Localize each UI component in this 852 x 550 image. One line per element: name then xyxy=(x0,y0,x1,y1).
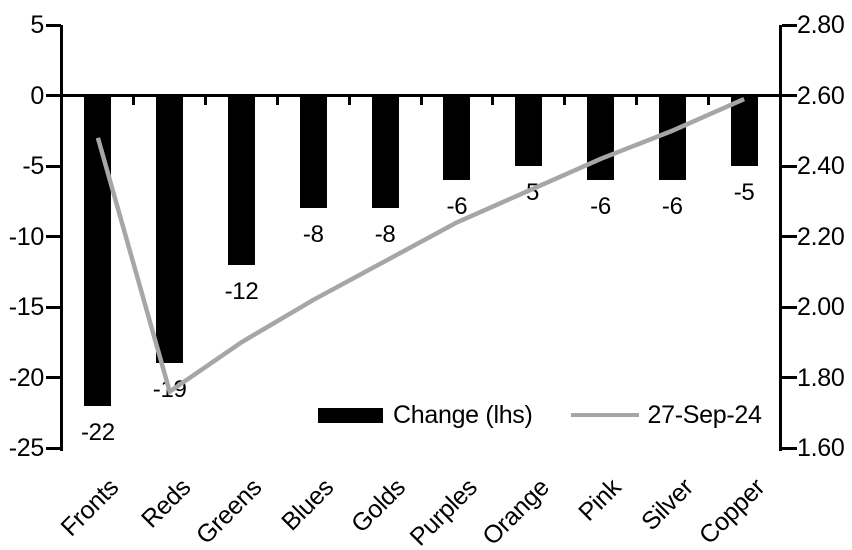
left-axis-tick-label: -15 xyxy=(8,293,45,321)
left-axis-tick-label: -10 xyxy=(8,222,45,251)
legend-bar-swatch-icon xyxy=(318,407,383,423)
legend-line-label: 27-Sep-24 xyxy=(647,401,762,429)
bar-value-label: -6 xyxy=(661,193,683,221)
legend-line-swatch-icon xyxy=(570,413,639,417)
zero-line xyxy=(62,94,780,97)
category-boundary-tick xyxy=(204,97,208,105)
right-axis-tick-label: 2.60 xyxy=(797,81,845,110)
right-axis-tick xyxy=(782,164,797,168)
right-axis-tick xyxy=(782,235,797,238)
left-axis-tick-label: -25 xyxy=(8,434,45,462)
left-axis-tick xyxy=(46,94,61,97)
bar-value-label: -22 xyxy=(80,418,115,446)
left-axis-tick xyxy=(46,23,61,27)
left-axis-spine xyxy=(60,25,63,451)
right-axis-tick-label: 2.00 xyxy=(797,293,845,321)
category-boundary-tick xyxy=(634,97,638,105)
left-axis-tick xyxy=(46,446,61,450)
right-axis-tick xyxy=(782,376,797,379)
right-axis-tick-label: 2.20 xyxy=(797,222,845,251)
bar-orange xyxy=(515,97,543,166)
bar-value-label: -12 xyxy=(224,277,259,305)
category-boundary-tick xyxy=(347,97,351,105)
category-boundary-tick xyxy=(275,97,279,105)
left-axis-tick-label: 0 xyxy=(30,81,44,110)
right-axis-tick-label: 1.60 xyxy=(797,434,845,462)
left-axis-tick-label: 5 xyxy=(30,11,44,39)
bar-blues xyxy=(299,97,327,209)
right-axis-tick xyxy=(782,305,797,309)
category-boundary-tick xyxy=(132,97,136,105)
left-axis-tick xyxy=(46,164,61,168)
bar-copper xyxy=(730,97,758,166)
category-boundary-tick xyxy=(419,97,423,105)
right-axis-tick-label: 2.80 xyxy=(797,11,845,39)
bar-purples xyxy=(443,97,471,181)
bar-greens xyxy=(228,97,255,265)
left-axis-tick xyxy=(46,305,61,309)
right-axis-spine xyxy=(779,25,782,451)
bar-golds xyxy=(371,97,399,209)
bar-value-label: -8 xyxy=(374,221,396,249)
category-boundary-tick xyxy=(491,97,495,105)
bar-fronts xyxy=(84,97,112,406)
bar-value-label: -8 xyxy=(302,221,324,249)
legend-bar-label: Change (lhs) xyxy=(393,401,533,429)
line-series-27-sep-24 xyxy=(95,96,746,396)
bar-pink xyxy=(587,97,614,181)
right-axis-tick xyxy=(782,446,797,450)
bar-value-label: -6 xyxy=(590,193,611,221)
right-axis-tick-label: 2.40 xyxy=(797,152,845,180)
right-axis-tick xyxy=(782,94,797,97)
right-axis-tick-label: 1.80 xyxy=(797,363,845,392)
right-axis-tick xyxy=(782,23,797,27)
bar-reds xyxy=(156,97,184,364)
bar-value-label: -5 xyxy=(733,179,755,206)
category-boundary-tick xyxy=(563,97,567,105)
legend: Change (lhs) 27-Sep-24 xyxy=(318,399,762,431)
left-axis-tick-label: -20 xyxy=(8,363,45,392)
left-axis-tick xyxy=(46,235,61,238)
left-axis-tick xyxy=(46,376,61,379)
category-boundary-tick xyxy=(706,97,710,105)
bar-silver xyxy=(658,97,686,181)
left-axis-tick-label: -5 xyxy=(22,152,44,180)
bar-value-label: -6 xyxy=(446,193,468,221)
